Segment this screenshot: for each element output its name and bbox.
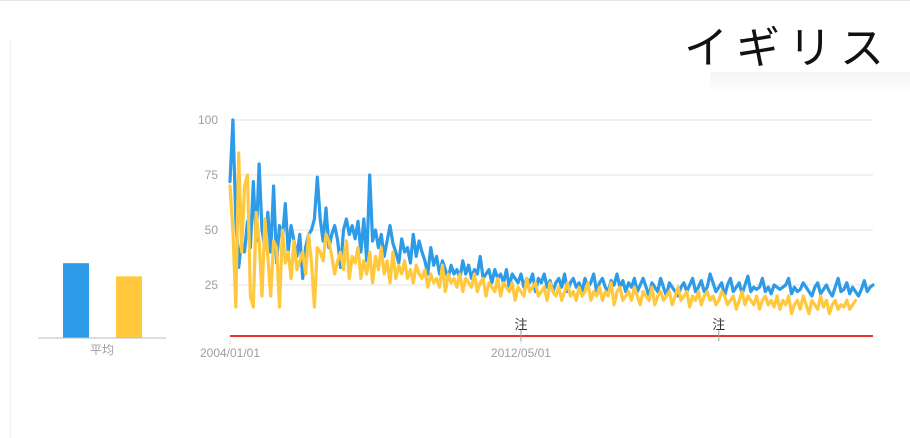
y-tick-label: 75	[205, 168, 219, 182]
annotation-label: 注	[514, 317, 527, 332]
annotation-label: 注	[712, 317, 725, 332]
left-divider	[10, 40, 11, 438]
series-line-2	[228, 151, 858, 316]
average-bar-1	[63, 263, 89, 338]
series-line-1	[228, 118, 875, 298]
y-tick-label: 25	[205, 278, 219, 292]
x-tick-label: 2004/01/01	[200, 346, 260, 360]
y-tick-label: 50	[205, 223, 219, 237]
region-title: イギリス	[684, 23, 892, 74]
bar-category-label: 平均	[90, 343, 114, 357]
y-tick-label: 100	[198, 113, 218, 127]
title-shadow	[710, 72, 910, 94]
average-bar-2	[116, 276, 142, 338]
x-tick-label: 2012/05/01	[491, 346, 551, 360]
top-divider	[0, 0, 910, 1]
